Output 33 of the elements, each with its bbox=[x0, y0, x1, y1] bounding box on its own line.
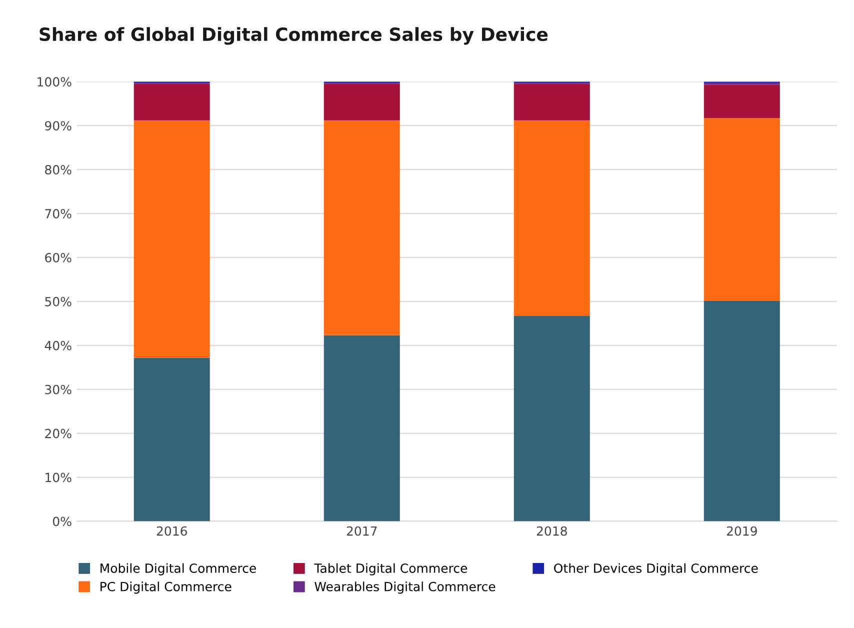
bar bbox=[134, 358, 210, 522]
y-tick-label: 100% bbox=[38, 77, 72, 87]
y-tick-label: 30% bbox=[45, 384, 72, 394]
y-tick-label: 0% bbox=[52, 516, 72, 526]
x-tick-label: 2019 bbox=[726, 526, 757, 536]
y-tick-label: 90% bbox=[45, 121, 72, 131]
y-tick-label: 20% bbox=[45, 428, 72, 438]
y-tick-label: 40% bbox=[44, 340, 72, 350]
y-tick-label: 80% bbox=[45, 165, 72, 174]
x-tick-label: 2016 bbox=[156, 526, 187, 536]
bar bbox=[324, 335, 400, 522]
bar bbox=[514, 120, 590, 316]
y-tick-label: 10% bbox=[46, 472, 72, 482]
bar bbox=[324, 84, 400, 120]
legend-label: Wearables Digital Commerce bbox=[314, 582, 496, 594]
bar bbox=[514, 316, 590, 522]
legend-label: PC Digital Commerce bbox=[100, 582, 232, 594]
chart-title: Share of Global Digital Commerce Sales by Device bbox=[40, 27, 548, 45]
legend-label: Tablet Digital Commerce bbox=[314, 563, 468, 576]
legend-label: Other Devices Digital Commerce bbox=[554, 563, 758, 576]
y-tick-label: 70% bbox=[45, 208, 72, 218]
bar bbox=[704, 118, 780, 301]
x-tick-label: 2018 bbox=[536, 526, 567, 536]
x-tick-label: 2017 bbox=[346, 526, 377, 536]
bar bbox=[134, 84, 210, 120]
bar bbox=[704, 84, 780, 118]
bar bbox=[324, 120, 400, 336]
bar bbox=[134, 120, 210, 358]
y-tick-label: 50% bbox=[45, 296, 72, 306]
legend-label: Mobile Digital Commerce bbox=[100, 563, 256, 576]
y-tick-label: 60% bbox=[45, 252, 72, 262]
bar bbox=[514, 84, 590, 120]
bar bbox=[704, 301, 780, 522]
